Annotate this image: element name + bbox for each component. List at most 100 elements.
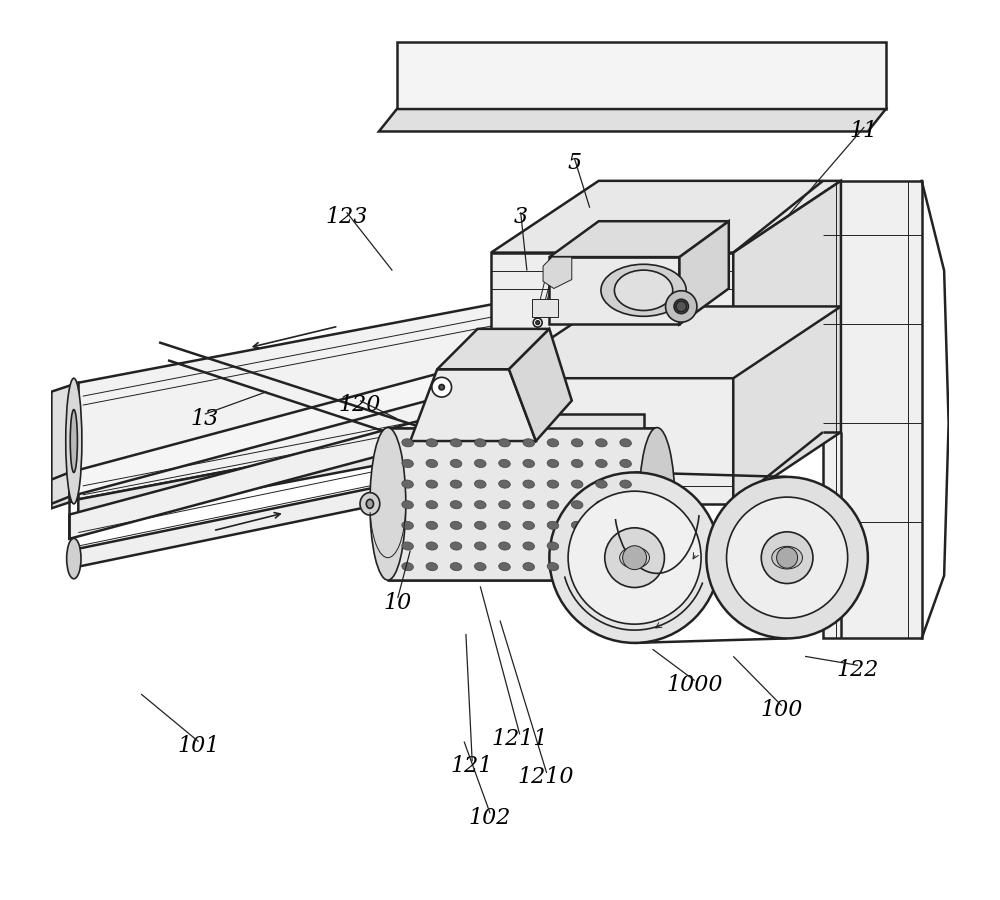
Ellipse shape xyxy=(450,500,462,508)
Polygon shape xyxy=(733,181,841,504)
Ellipse shape xyxy=(772,546,802,569)
Text: 121: 121 xyxy=(451,755,493,777)
Ellipse shape xyxy=(499,542,510,550)
Polygon shape xyxy=(491,306,841,378)
Ellipse shape xyxy=(402,459,413,467)
Ellipse shape xyxy=(450,542,462,550)
Ellipse shape xyxy=(366,500,373,508)
Ellipse shape xyxy=(402,500,413,508)
Ellipse shape xyxy=(596,500,607,508)
Ellipse shape xyxy=(547,562,559,571)
Ellipse shape xyxy=(620,500,631,508)
Ellipse shape xyxy=(432,377,452,397)
Polygon shape xyxy=(509,328,572,441)
Ellipse shape xyxy=(620,438,631,447)
Ellipse shape xyxy=(596,562,607,571)
Ellipse shape xyxy=(499,480,510,488)
Ellipse shape xyxy=(571,459,583,467)
Ellipse shape xyxy=(499,500,510,508)
Text: 101: 101 xyxy=(177,735,219,757)
Ellipse shape xyxy=(674,300,688,313)
Ellipse shape xyxy=(596,521,607,529)
Ellipse shape xyxy=(601,265,686,316)
Ellipse shape xyxy=(402,562,413,571)
Ellipse shape xyxy=(547,542,559,550)
Circle shape xyxy=(623,545,647,570)
Ellipse shape xyxy=(523,438,535,447)
Ellipse shape xyxy=(523,459,535,467)
Ellipse shape xyxy=(474,459,486,467)
Text: 1210: 1210 xyxy=(518,767,574,788)
Ellipse shape xyxy=(499,438,510,447)
Text: 100: 100 xyxy=(760,699,803,721)
Text: 120: 120 xyxy=(338,394,381,416)
Ellipse shape xyxy=(571,521,583,529)
Ellipse shape xyxy=(426,459,438,467)
Ellipse shape xyxy=(402,542,413,550)
Ellipse shape xyxy=(620,542,631,550)
Ellipse shape xyxy=(523,480,535,488)
Ellipse shape xyxy=(596,542,607,550)
Polygon shape xyxy=(397,41,886,109)
Ellipse shape xyxy=(596,459,607,467)
Ellipse shape xyxy=(596,438,607,447)
Ellipse shape xyxy=(426,542,438,550)
Text: 122: 122 xyxy=(836,659,879,680)
Ellipse shape xyxy=(620,480,631,488)
Polygon shape xyxy=(410,369,536,441)
Ellipse shape xyxy=(66,378,82,504)
Ellipse shape xyxy=(596,480,607,488)
Text: 1211: 1211 xyxy=(491,728,548,750)
Polygon shape xyxy=(78,461,504,567)
Polygon shape xyxy=(379,109,886,131)
Ellipse shape xyxy=(533,318,542,327)
Ellipse shape xyxy=(402,480,413,488)
Polygon shape xyxy=(491,414,644,450)
Polygon shape xyxy=(78,302,504,500)
Ellipse shape xyxy=(426,480,438,488)
Ellipse shape xyxy=(547,459,559,467)
Ellipse shape xyxy=(402,521,413,529)
Polygon shape xyxy=(78,418,504,522)
Circle shape xyxy=(777,547,798,568)
Text: 102: 102 xyxy=(469,807,511,829)
Ellipse shape xyxy=(571,542,583,550)
Ellipse shape xyxy=(499,459,510,467)
Ellipse shape xyxy=(523,521,535,529)
Ellipse shape xyxy=(474,521,486,529)
Ellipse shape xyxy=(426,521,438,529)
Circle shape xyxy=(549,472,720,643)
Ellipse shape xyxy=(547,521,559,529)
Polygon shape xyxy=(491,181,841,253)
Text: 1000: 1000 xyxy=(666,674,722,696)
Ellipse shape xyxy=(450,562,462,571)
Polygon shape xyxy=(549,221,729,257)
Ellipse shape xyxy=(620,521,631,529)
Ellipse shape xyxy=(571,562,583,571)
Text: 5: 5 xyxy=(567,152,581,174)
Ellipse shape xyxy=(67,538,81,579)
Ellipse shape xyxy=(571,480,583,488)
Ellipse shape xyxy=(360,492,380,515)
Polygon shape xyxy=(549,544,675,572)
Ellipse shape xyxy=(474,562,486,571)
Ellipse shape xyxy=(370,428,406,580)
Polygon shape xyxy=(51,382,78,508)
Ellipse shape xyxy=(499,521,510,529)
Ellipse shape xyxy=(474,438,486,447)
Ellipse shape xyxy=(70,410,77,472)
Ellipse shape xyxy=(523,562,535,571)
Ellipse shape xyxy=(474,542,486,550)
Polygon shape xyxy=(543,257,572,289)
Ellipse shape xyxy=(450,459,462,467)
Text: 123: 123 xyxy=(325,206,367,228)
Polygon shape xyxy=(491,253,733,504)
Ellipse shape xyxy=(474,500,486,508)
Circle shape xyxy=(706,477,868,638)
Ellipse shape xyxy=(620,459,631,467)
Text: 3: 3 xyxy=(513,206,528,228)
Circle shape xyxy=(568,491,701,625)
Ellipse shape xyxy=(620,562,631,571)
Polygon shape xyxy=(679,221,729,324)
Ellipse shape xyxy=(547,480,559,488)
